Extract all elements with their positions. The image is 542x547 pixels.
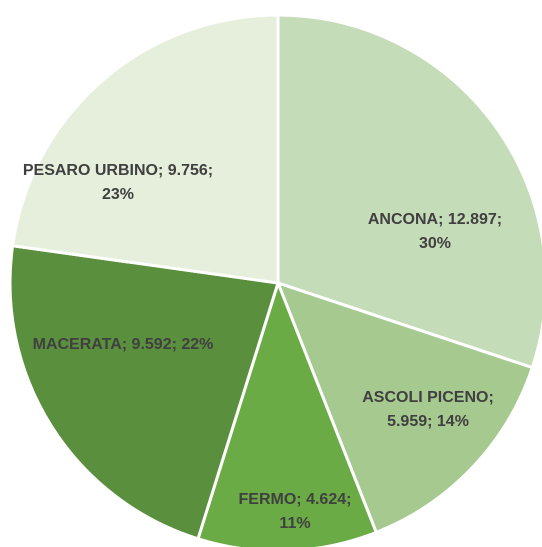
data-label: PESARO URBINO; 9.756; 23% — [22, 162, 214, 203]
data-label: MACERATA; 9.592; 22% — [32, 336, 214, 353]
pie-slice — [275, 280, 535, 535]
pie-slice — [196, 278, 379, 547]
data-label: FERMO; 4.624; 11% — [238, 491, 352, 532]
data-label: ASCOLI PICENO; 5.959; 14% — [362, 389, 494, 430]
pie-slice — [276, 13, 542, 370]
pie-slice — [10, 13, 280, 285]
data-label: ANCONA; 12.897; 30% — [367, 211, 503, 252]
pie-slice — [8, 244, 280, 541]
